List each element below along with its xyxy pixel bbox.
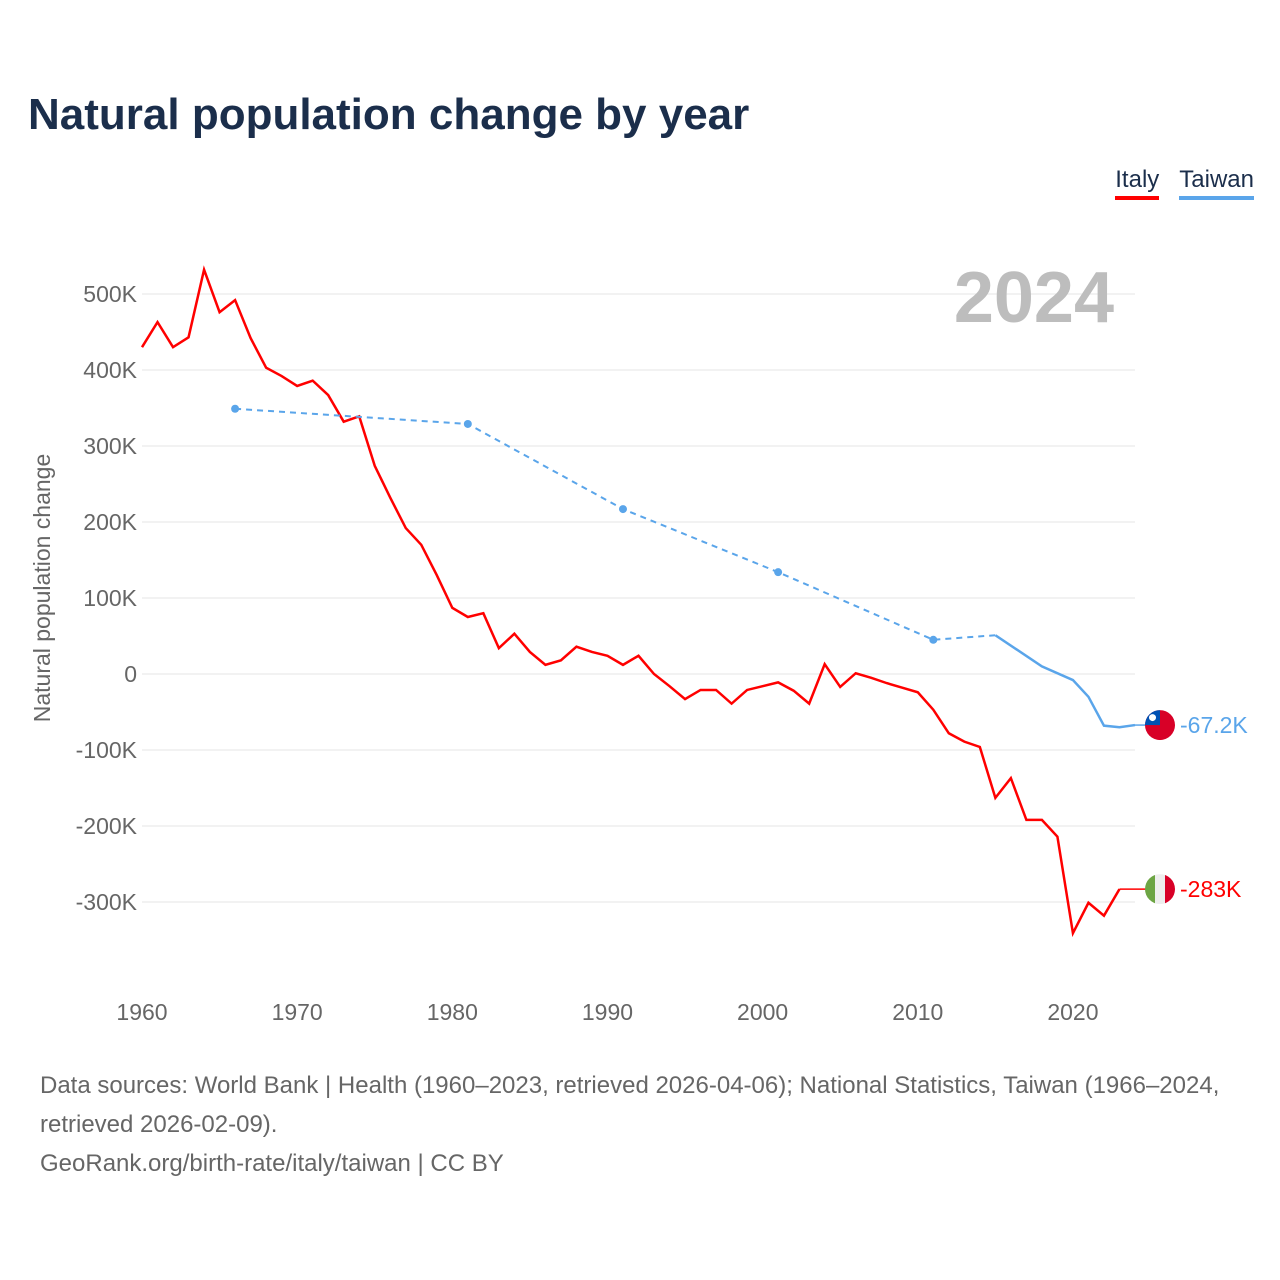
y-tick-label: 200K: [83, 509, 137, 535]
legend: Italy Taiwan: [1115, 166, 1254, 200]
taiwan-data-point: [231, 404, 240, 413]
flag: [1145, 874, 1175, 905]
legend-item-taiwan[interactable]: Taiwan: [1179, 166, 1254, 200]
flag-green: [1145, 874, 1155, 905]
x-tick-label: 2020: [1047, 999, 1098, 1025]
taiwan-data-point: [618, 505, 627, 514]
y-axis-label: Natural population change: [29, 454, 55, 723]
italy-flag-icon: [1145, 874, 1175, 905]
year-watermark: 2024: [954, 258, 1114, 338]
taiwan-data-point: [774, 568, 783, 577]
y-tick-label: -100K: [76, 737, 138, 763]
taiwan-data-point: [929, 635, 938, 644]
x-tick-label: 2000: [737, 999, 788, 1025]
y-tick-label: 400K: [83, 357, 137, 383]
flag-white: [1155, 874, 1165, 905]
taiwan-flag-icon: [1145, 710, 1175, 741]
y-tick-label: 300K: [83, 433, 137, 459]
taiwan-data-point: [463, 419, 472, 428]
y-tick-label: 100K: [83, 585, 137, 611]
data-sources: Data sources: World Bank | Health (1960–…: [40, 1072, 1220, 1138]
y-tick-label: -200K: [76, 813, 138, 839]
footer: Data sources: World Bank | Health (1960–…: [40, 1066, 1250, 1183]
x-tick-label: 1960: [116, 999, 167, 1025]
taiwan-line-dashed: [235, 407, 996, 641]
credit-link[interactable]: GeoRank.org/birth-rate/italy/taiwan | CC…: [40, 1150, 504, 1177]
x-tick-label: 1980: [427, 999, 478, 1025]
flag: [1145, 710, 1175, 741]
chart: 500K 400K 300K 200K 100K 0 -100K -200K -300K 1960…: [29, 258, 1248, 1025]
flag-sun: [1149, 714, 1156, 722]
flag-red: [1165, 874, 1175, 905]
y-tick-label: -300K: [76, 889, 138, 915]
taiwan-line: [994, 634, 1136, 729]
italy-end-label: -283K: [1180, 876, 1242, 902]
y-tick-label: 0: [124, 661, 137, 687]
x-tick-label: 2010: [892, 999, 943, 1025]
legend-item-italy[interactable]: Italy: [1115, 166, 1160, 200]
taiwan-end-label: -67.2K: [1180, 712, 1248, 738]
italy-line: [140, 265, 1121, 938]
y-tick-label: 500K: [83, 281, 137, 307]
x-tick-label: 1970: [272, 999, 323, 1025]
x-tick-label: 1990: [582, 999, 633, 1025]
chart-title: Natural population change by year: [28, 90, 750, 139]
